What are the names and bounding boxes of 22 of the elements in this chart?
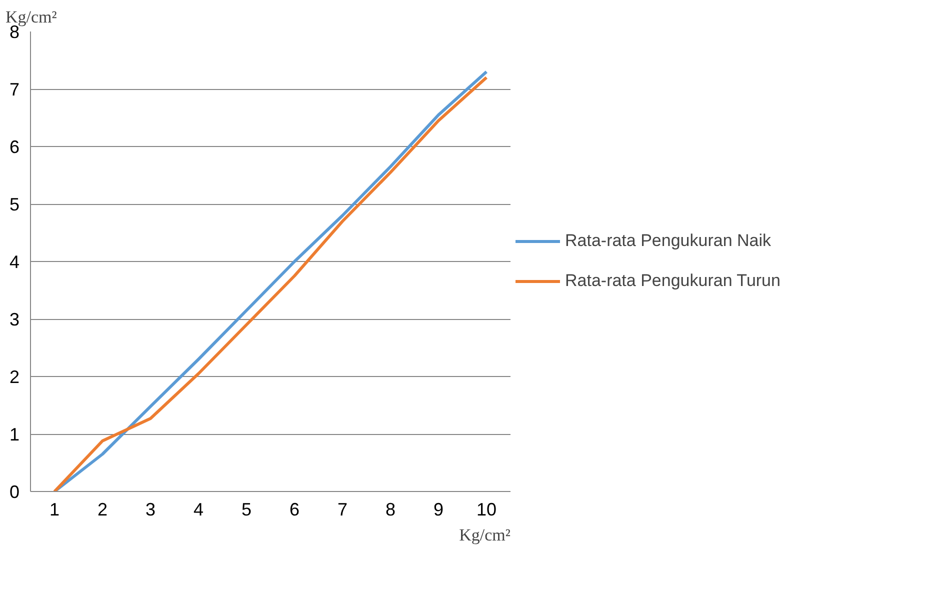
x-tick-label: 3 [145,500,156,520]
y-tick-label: 0 [9,482,20,502]
x-tick-label: 8 [385,500,396,520]
x-axis-title: Kg/cm² [459,526,511,544]
legend-label: Rata-rata Pengukuran Naik [565,231,772,251]
x-tick-label: 1 [49,500,60,520]
x-tick-label: 2 [97,500,108,520]
y-tick-label: 2 [9,367,20,387]
x-tick-label: 10 [476,500,497,520]
x-tick-label: 6 [289,500,300,520]
x-tick-label: 7 [337,500,348,520]
y-tick-label: 4 [9,252,20,272]
y-tick-label: 3 [9,310,20,330]
y-axis-title: Kg/cm² [6,8,57,26]
y-tick-label: 5 [9,194,20,214]
x-tick-label: 9 [433,500,444,520]
legend-label: Rata-rata Pengukuran Turun [565,271,780,291]
y-tick-label: 1 [9,424,20,444]
y-tick-label: 7 [9,80,20,100]
y-tick-label: 6 [9,137,20,157]
x-tick-label: 4 [193,500,204,520]
x-tick-label: 5 [241,500,252,520]
